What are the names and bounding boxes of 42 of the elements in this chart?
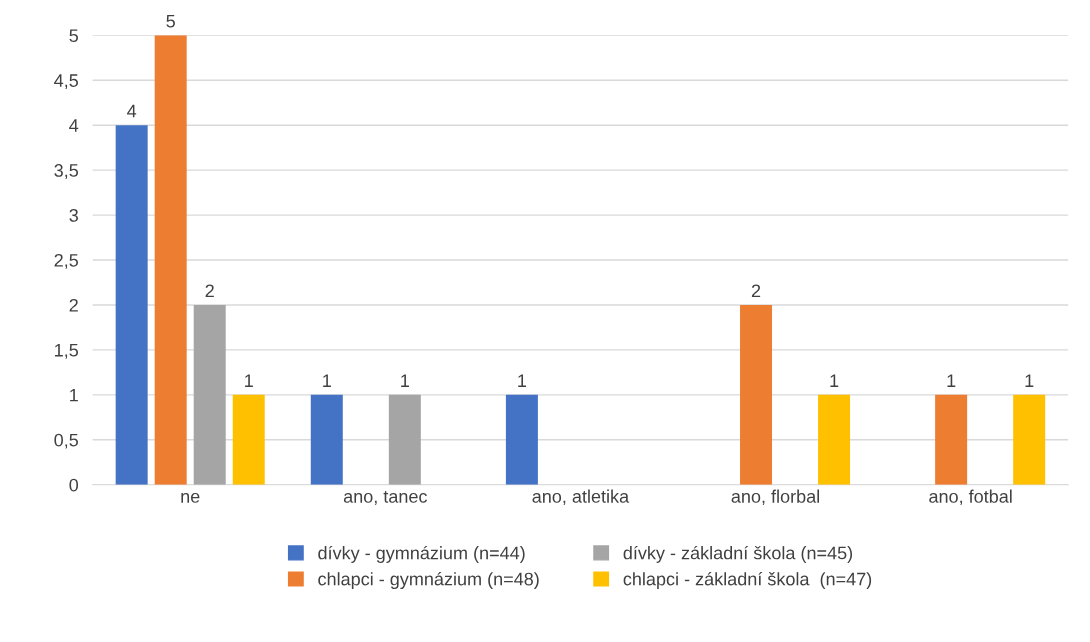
- y-tick-label: 1,5: [55, 344, 79, 359]
- y-tick-label: 0,5: [54, 433, 79, 449]
- data-label: 1: [401, 374, 409, 387]
- bar: [505, 394, 538, 485]
- bar: [232, 394, 265, 485]
- bar: [193, 304, 226, 485]
- bar: [115, 125, 148, 485]
- legend-label: chlapci - gymnázium (n=48): [318, 571, 539, 590]
- data-label: 2: [205, 284, 214, 298]
- y-tick-label: 4,5: [54, 74, 79, 90]
- bar: [1013, 394, 1046, 485]
- bar: [740, 304, 773, 485]
- x-tick-label: ano, tanec: [343, 490, 428, 505]
- data-label: 2: [751, 284, 761, 298]
- y-tick-label: 2,5: [54, 253, 79, 269]
- y-tick-label: 3,5: [54, 164, 79, 179]
- y-tick-label: 4: [69, 119, 79, 132]
- data-label: 1: [245, 374, 253, 387]
- x-tick-label: ano, fotbal: [929, 489, 1012, 505]
- y-tick-label: 2: [69, 298, 78, 312]
- legend-label: dívky - gymnázium (n=44): [318, 545, 525, 563]
- y-tick-label: 3: [69, 209, 78, 222]
- data-label: 5: [166, 14, 175, 28]
- bar: [935, 394, 968, 485]
- bar: [388, 394, 421, 485]
- legend-label: chlapci - základní škola (n=47): [623, 571, 872, 590]
- x-tick-label: ano, atletika: [532, 489, 630, 505]
- x-tick-label: ano, florbal: [731, 489, 819, 505]
- data-label: 1: [830, 374, 839, 387]
- data-label: 1: [323, 374, 331, 387]
- data-label: 4: [127, 104, 137, 118]
- x-tick-label: ne: [181, 492, 200, 503]
- data-label: 1: [1025, 374, 1034, 387]
- bar: [310, 394, 343, 485]
- bar: [154, 35, 187, 485]
- y-tick-label: 1: [70, 388, 78, 402]
- legend-label: dívky - základní škola (n=45): [623, 545, 853, 563]
- data-label: 1: [518, 374, 527, 387]
- y-tick-label: 5: [69, 29, 79, 43]
- y-tick-label: 0: [69, 478, 79, 492]
- data-label: 1: [947, 374, 956, 387]
- bar: [818, 394, 851, 485]
